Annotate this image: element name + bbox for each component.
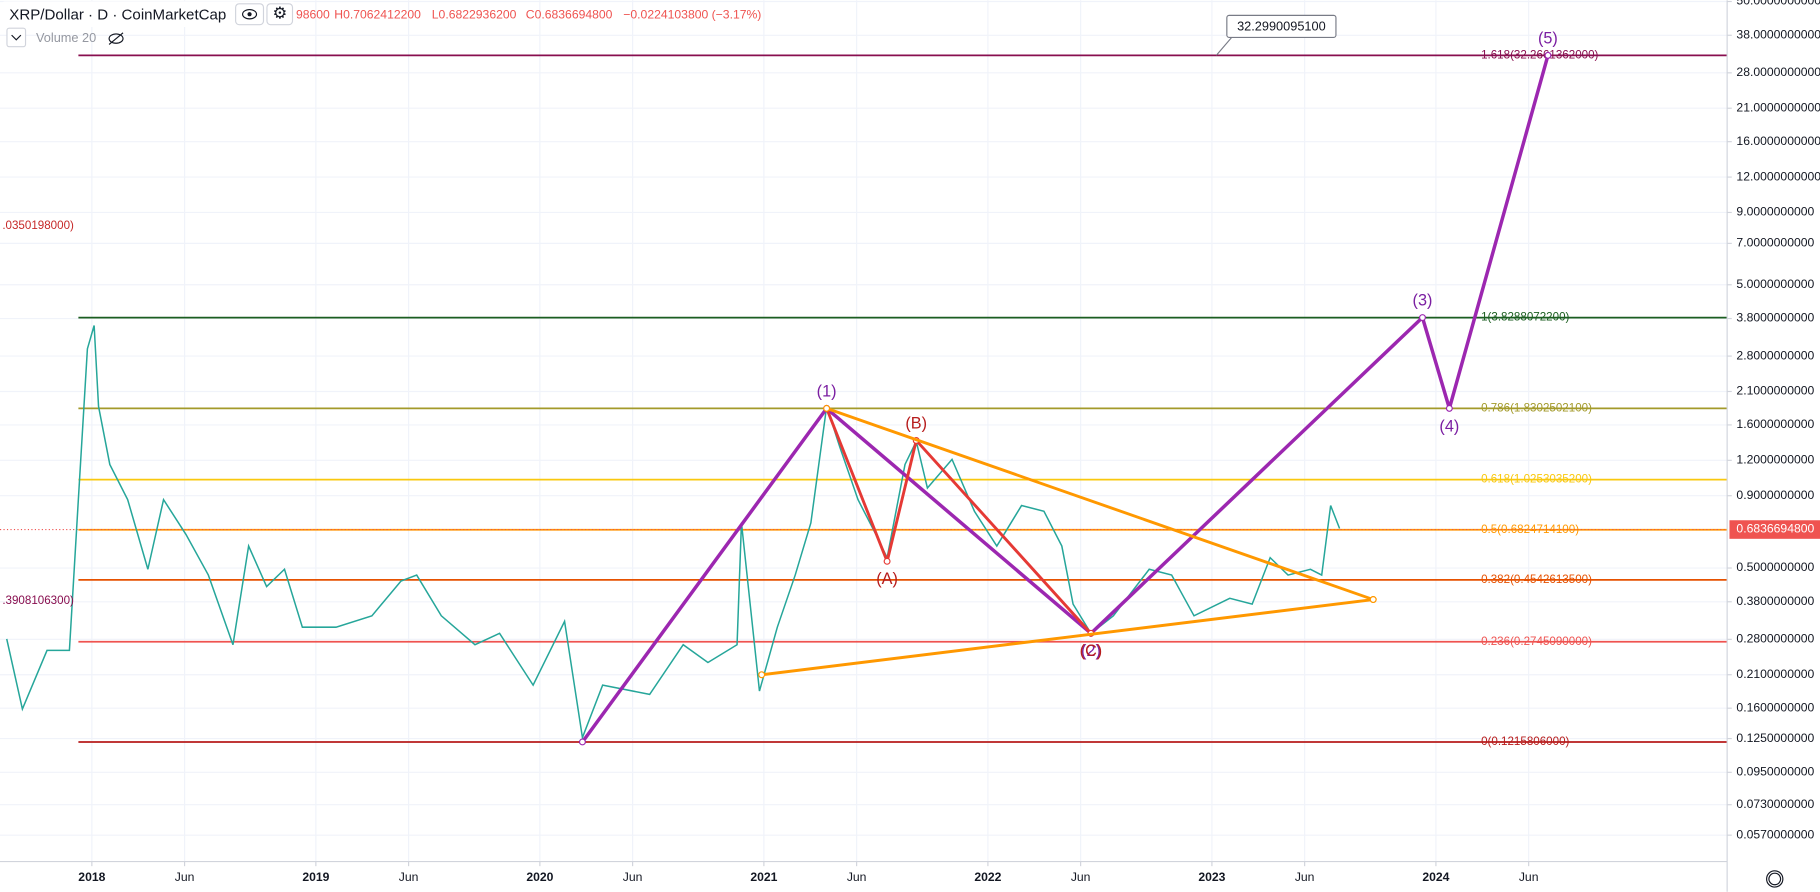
y-tick-label: 3.8000000000 xyxy=(1736,311,1814,325)
drawing-line xyxy=(825,407,1093,635)
collapse-icon xyxy=(11,34,22,41)
volume-label: Volume 20 xyxy=(36,30,96,45)
y-tick-label: 0.9000000000 xyxy=(1736,488,1814,502)
fib-label: 1.618(32.2661362000) xyxy=(1481,48,1598,61)
anchor-point xyxy=(1445,404,1453,412)
y-tick-label: 0.1250000000 xyxy=(1736,731,1814,745)
x-tick-label: Jun xyxy=(175,870,195,884)
x-tick-label: 2022 xyxy=(974,870,1001,884)
header-box xyxy=(2,1,295,27)
x-tick-label: Jun xyxy=(623,870,643,884)
volume-eye-icon[interactable] xyxy=(108,33,124,44)
x-tick-label: 2024 xyxy=(1422,870,1449,884)
y-tick-label: 0.1600000000 xyxy=(1736,700,1814,714)
wave-label: (A) xyxy=(876,570,898,588)
x-tick-label: Jun xyxy=(1071,870,1091,884)
y-tick-label: 1.2000000000 xyxy=(1736,453,1814,467)
wave-label: (5) xyxy=(1538,29,1558,47)
fib-label: 0.5(0.6824714100) xyxy=(1481,523,1579,536)
left-level-label: .3908106300) xyxy=(2,594,74,607)
fib-label: 0.236(0.2745090000) xyxy=(1481,635,1592,648)
eye-icon xyxy=(242,8,258,20)
y-tick-label: 16.0000000000 xyxy=(1736,134,1820,148)
fib-label: 0.382(0.4542613500) xyxy=(1481,573,1592,586)
y-tick-label: 1.6000000000 xyxy=(1736,417,1814,431)
ohlc-value: C0.6836694800 xyxy=(526,8,613,22)
fib-label: 0.618(1.0253035200) xyxy=(1481,473,1592,486)
drawing-line xyxy=(581,54,1550,744)
y-tick-label: 21.0000000000 xyxy=(1736,100,1820,114)
price-line xyxy=(5,325,1341,741)
y-tick-label: 0.0730000000 xyxy=(1736,797,1814,811)
last-price-tag xyxy=(1729,520,1820,539)
anchor-point xyxy=(1369,596,1377,604)
wave-label: (1) xyxy=(817,382,837,400)
last-price-label: 0.6836694800 xyxy=(1736,522,1814,536)
eye-pupil xyxy=(247,12,252,17)
y-tick-label: 0.5000000000 xyxy=(1736,560,1814,574)
ohlc-value: 98600 xyxy=(296,8,330,22)
x-tick-label: 2019 xyxy=(302,870,329,884)
drawing-line xyxy=(761,598,1374,677)
ohlc-values: 98600 H0.7062412200 L0.6822936200 C0.683669… xyxy=(296,8,761,22)
ohlc-value: H0.7062412200 xyxy=(334,8,421,22)
x-tick-label: 2021 xyxy=(750,870,777,884)
x-tick-label: Jun xyxy=(399,870,419,884)
callout-box xyxy=(1226,14,1337,39)
y-tick-label: 50.0000000000 xyxy=(1736,0,1820,8)
wave-label: (4) xyxy=(1439,417,1459,435)
plot: 1.618(32.2661362000) 1(3.8288072200) 0.786… xyxy=(0,14,1728,748)
fib-label: 0(0.1215806000) xyxy=(1481,735,1569,748)
ohlc-value: L0.6822936200 xyxy=(432,8,517,22)
x-tick-label: 2018 xyxy=(78,870,105,884)
y-tick-label: 9.0000000000 xyxy=(1736,205,1814,219)
settings-icon: ⚙ xyxy=(272,5,287,23)
anchor-point xyxy=(823,404,831,412)
wave-label: (3) xyxy=(1413,292,1433,310)
grid xyxy=(0,0,1728,862)
anchor-point xyxy=(1419,314,1426,322)
left-level-label: .0350198000) xyxy=(2,219,74,232)
settings-button[interactable] xyxy=(266,3,294,26)
y-tick-label: 0.0570000000 xyxy=(1736,827,1814,841)
wave-label: (2) xyxy=(1081,642,1101,660)
y-tick-label: 12.0000000000 xyxy=(1736,169,1820,183)
wave-label: (B) xyxy=(905,415,927,433)
x-tick-label: 2020 xyxy=(526,870,553,884)
gear-icon[interactable] xyxy=(1766,870,1784,888)
x-tick-label: Jun xyxy=(1519,870,1539,884)
symbol-title: XRP/Dollar · D · CoinMarketCap xyxy=(9,6,226,23)
x-tick-label: 2023 xyxy=(1198,870,1225,884)
x-tick-label: Jun xyxy=(1295,870,1315,884)
y-tick-label: 0.3800000000 xyxy=(1736,594,1814,608)
fib-label: 1(3.8288072200) xyxy=(1481,311,1569,324)
ohlc-value: −0.0224103800 (−3.17%) xyxy=(623,8,761,22)
y-tick-label: 0.2100000000 xyxy=(1736,667,1814,681)
anchor-point xyxy=(883,557,891,565)
collapse-button[interactable] xyxy=(6,27,27,48)
y-tick-label: 7.0000000000 xyxy=(1736,236,1814,250)
axes: 50.0000000000 38.0000000000 28.0000000000 2… xyxy=(78,0,1820,884)
drawing-line xyxy=(826,407,1374,601)
callout-label: 32.2990095100 xyxy=(1237,18,1326,33)
y-tick-label: 0.0950000000 xyxy=(1736,765,1814,779)
anchor-point xyxy=(1544,51,1552,59)
wave-label: (C) xyxy=(1080,642,1103,660)
anchor-point xyxy=(578,738,586,746)
y-tick-label: 0.2800000000 xyxy=(1736,632,1814,646)
y-tick-label: 28.0000000000 xyxy=(1736,65,1820,79)
y-tick-label: 2.8000000000 xyxy=(1736,348,1814,362)
y-tick-label: 2.1000000000 xyxy=(1736,384,1814,398)
fib-label: 0.786(1.8302502100) xyxy=(1481,401,1592,414)
y-tick-label: 38.0000000000 xyxy=(1736,27,1820,41)
x-tick-label: Jun xyxy=(847,870,867,884)
y-tick-label: 5.0000000000 xyxy=(1736,277,1814,291)
anchor-point xyxy=(758,671,766,679)
volume-eye-slash xyxy=(108,32,124,45)
